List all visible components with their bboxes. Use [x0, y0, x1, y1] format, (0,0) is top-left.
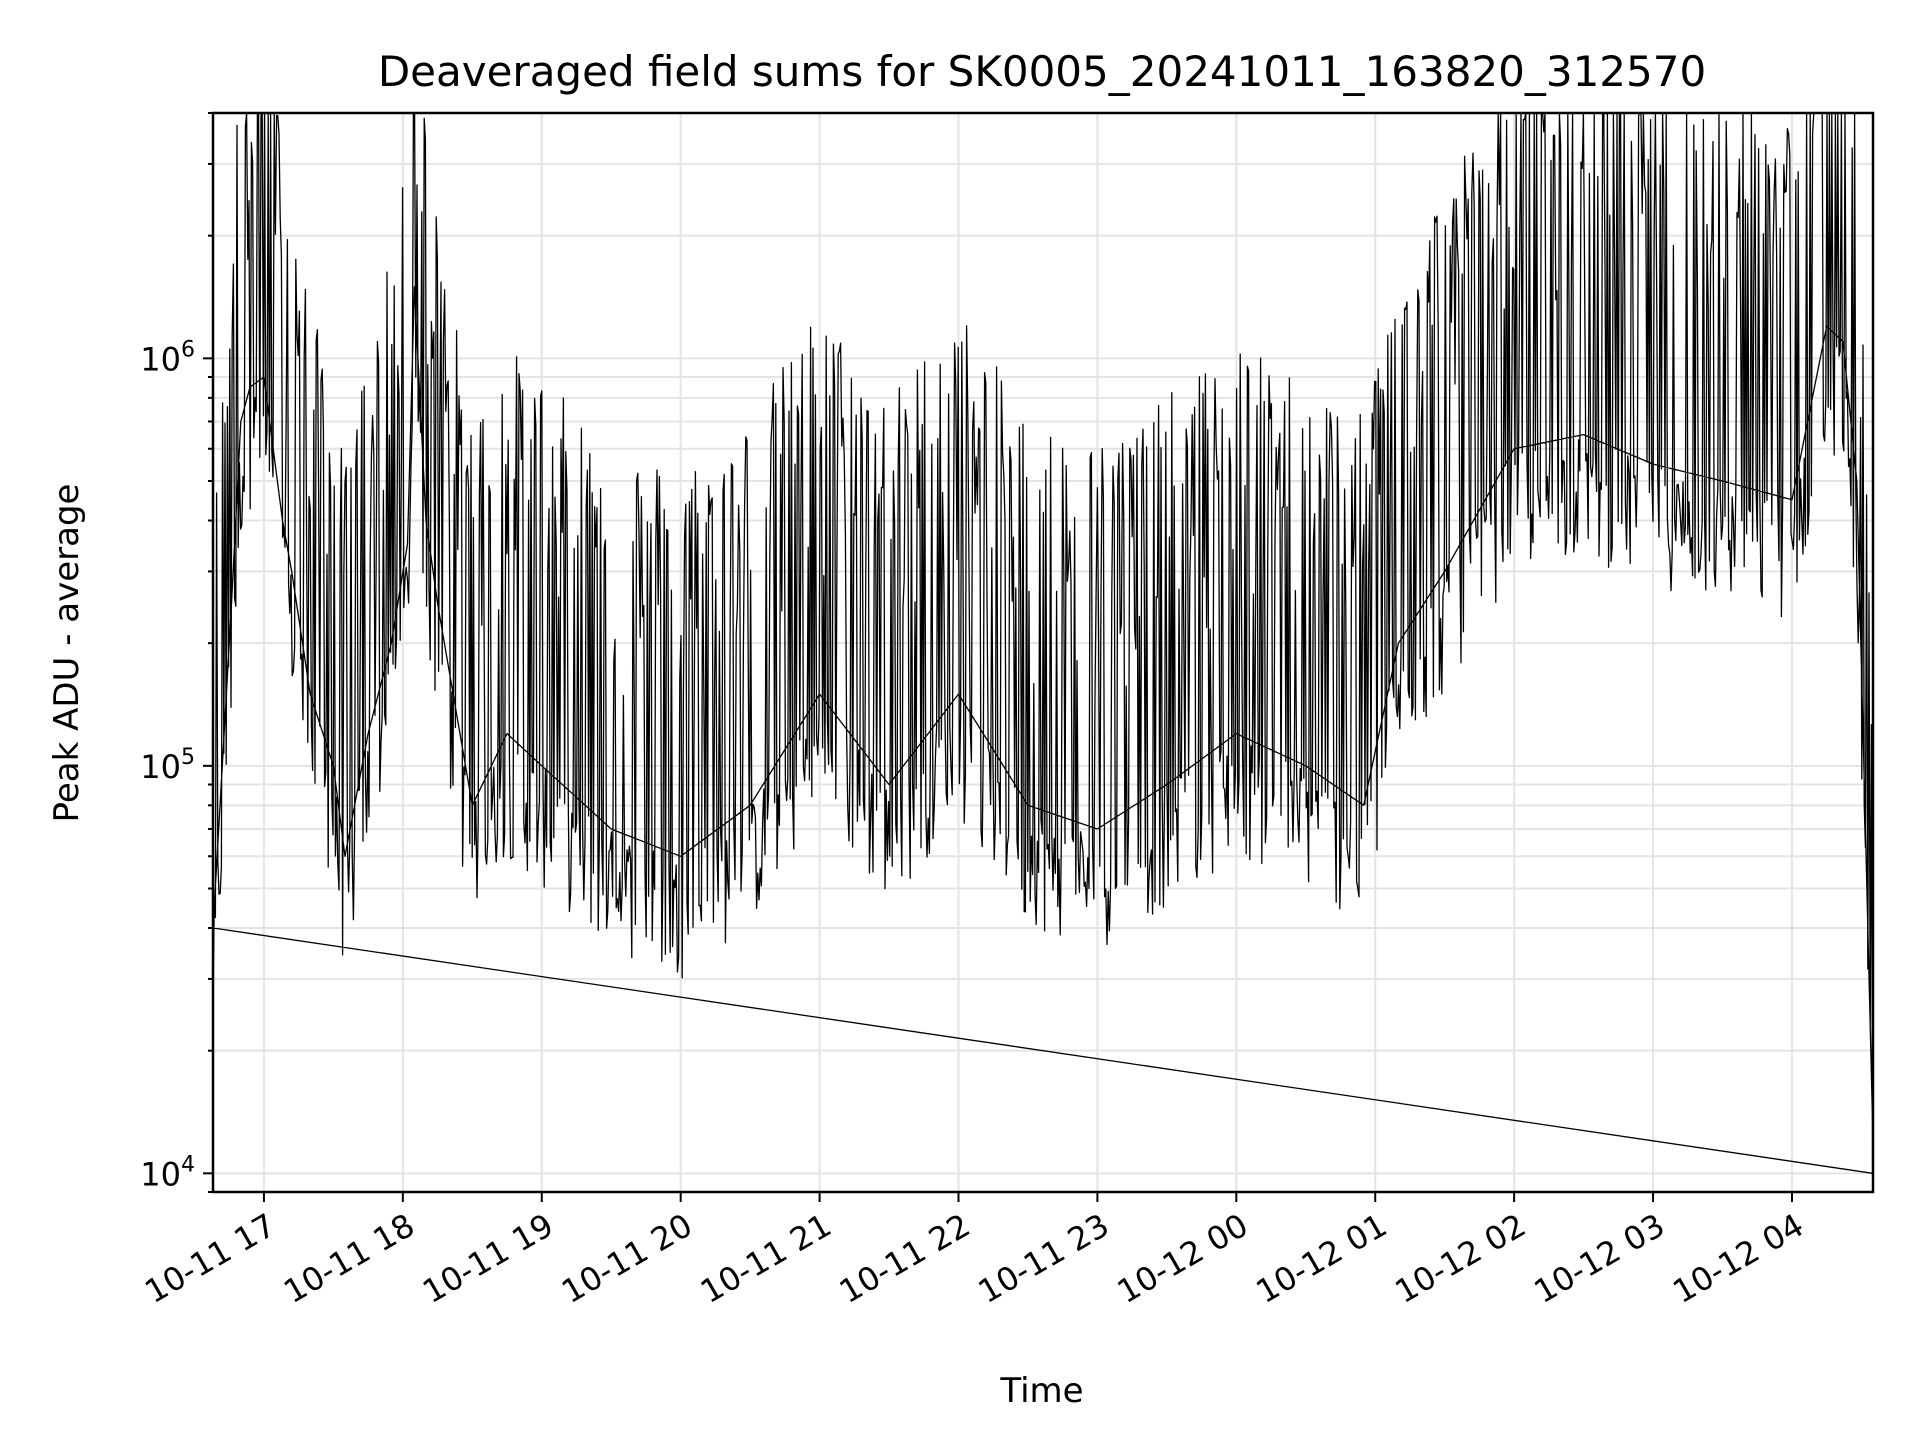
chart-title: Deaveraged field sums for SK0005_2024101… [378, 47, 1706, 96]
y-tick-label: 106 [140, 337, 195, 378]
x-axis-label: Time [999, 1371, 1083, 1411]
axes-frame [211, 111, 1875, 1194]
y-tick-label: 105 [140, 745, 195, 786]
y-axis-ticks: 104 105 106 [140, 112, 213, 1193]
y-tick-label: 104 [140, 1152, 195, 1193]
y-axis-label: Peak ADU - average [47, 484, 87, 823]
